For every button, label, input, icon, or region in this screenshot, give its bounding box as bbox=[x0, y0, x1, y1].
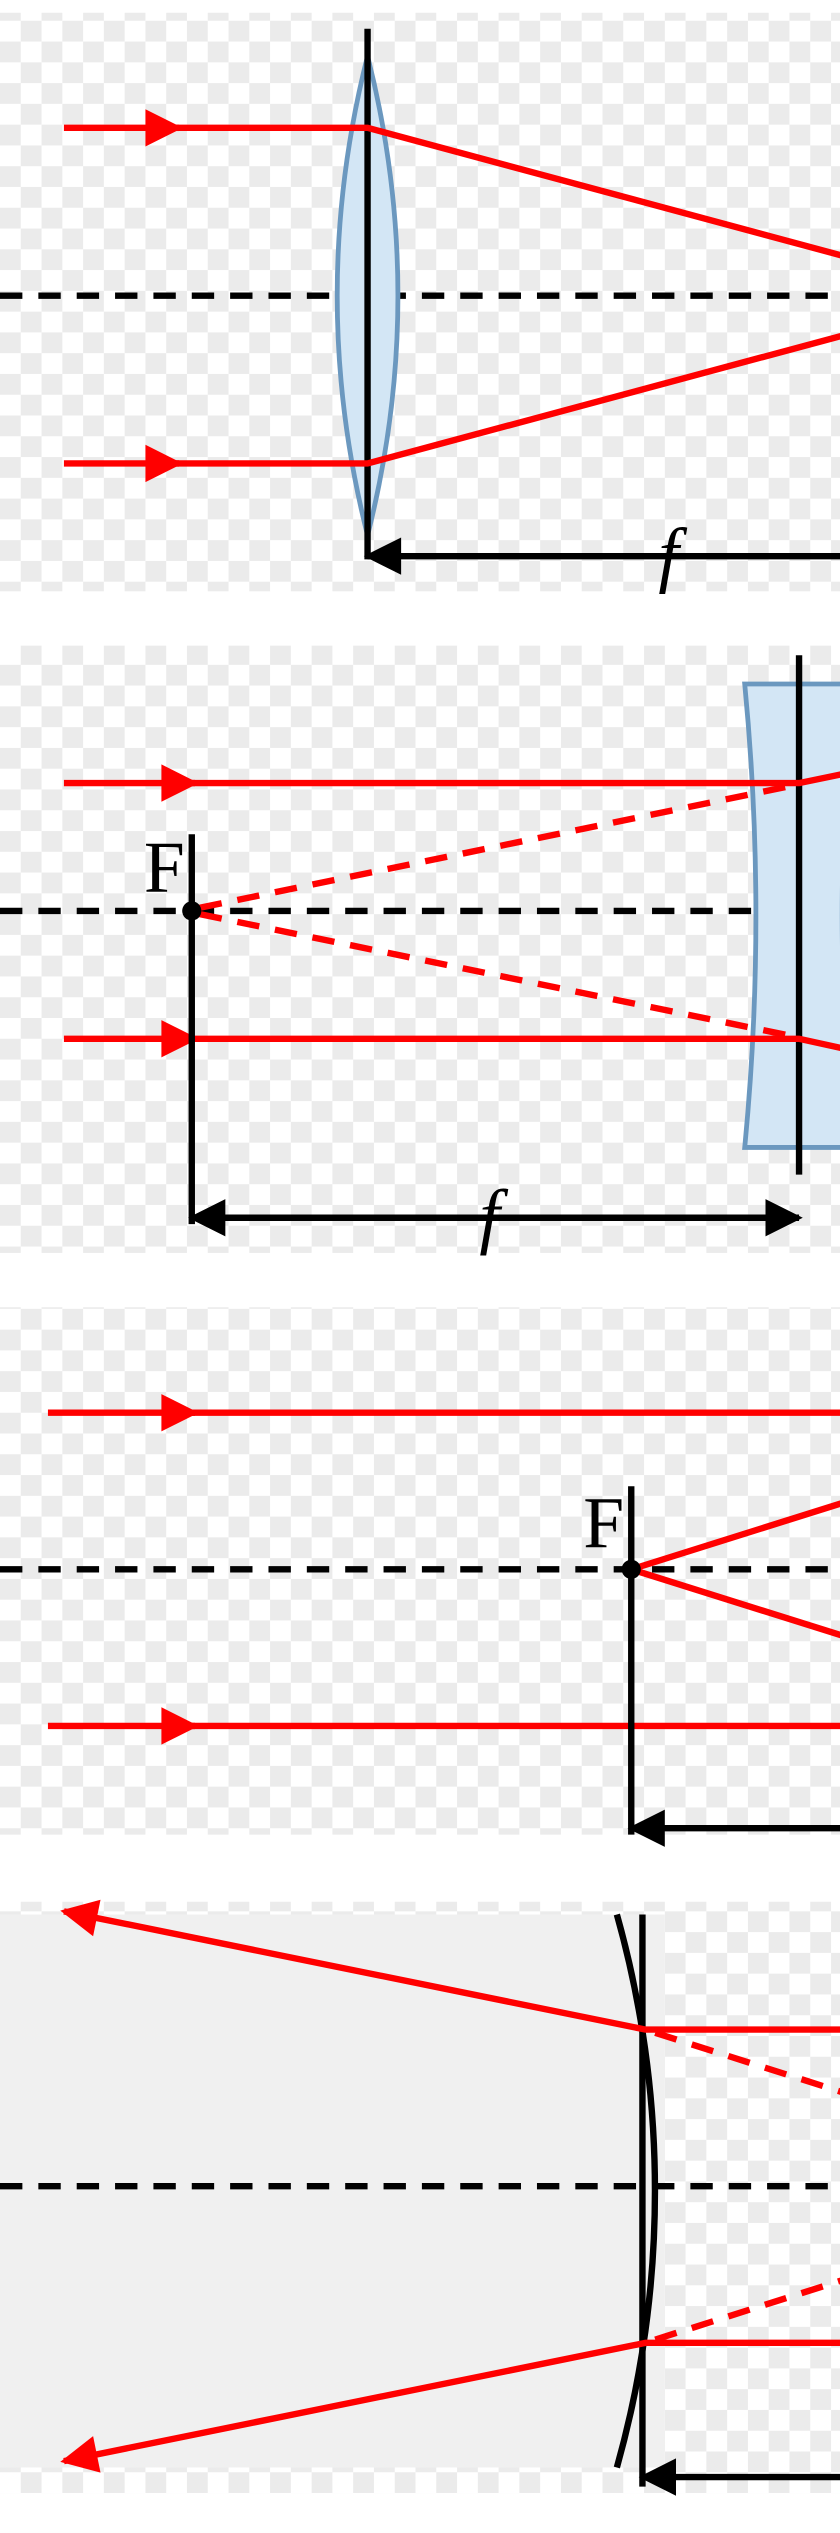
focal-point-label: F bbox=[583, 1481, 624, 1563]
concave-lens bbox=[745, 684, 840, 1147]
mirror-solid bbox=[0, 1915, 665, 2468]
focal-point bbox=[182, 901, 201, 920]
focal-point bbox=[622, 1560, 641, 1579]
focal-point-label: F bbox=[144, 826, 185, 908]
